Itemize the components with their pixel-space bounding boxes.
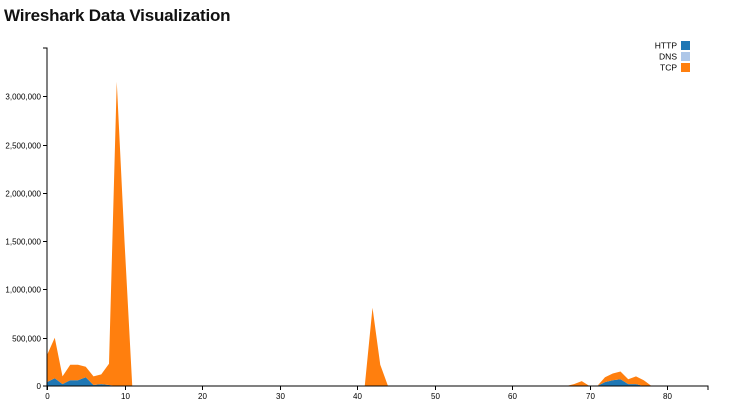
y-tick-label: 0 (37, 382, 42, 391)
legend-label-tcp: TCP (660, 63, 677, 73)
x-tick-label: 80 (663, 392, 672, 401)
y-tick-label: 500,000 (12, 335, 41, 344)
y-tick-label: 2,500,000 (5, 142, 41, 151)
area-http (47, 377, 660, 386)
x-tick-label: 70 (586, 392, 595, 401)
x-tick-label: 10 (121, 392, 130, 401)
y-tick-label: 1,500,000 (5, 238, 41, 247)
y-tick-label: 2,000,000 (5, 190, 41, 199)
y-axis-line (43, 47, 48, 387)
x-tick-label: 20 (198, 392, 207, 401)
x-tick-label: 0 (45, 392, 50, 401)
y-axis: 500,000 1,000,000 1,500,000 2,000,000 2,500,… (5, 47, 48, 391)
legend-label-dns: DNS (659, 52, 677, 62)
x-axis: 0 10 20 30 40 50 60 70 80 (45, 385, 709, 401)
legend-swatch-http (681, 41, 690, 50)
y-tick-label: 3,000,000 (5, 93, 41, 102)
legend-label-http: HTTP (655, 41, 678, 51)
area-tcp (47, 81, 660, 387)
legend-swatch-dns (681, 52, 690, 61)
legend-swatch-tcp (681, 63, 690, 72)
area-dns (47, 377, 660, 386)
y-tick-label: 1,000,000 (5, 286, 41, 295)
x-tick-label: 40 (353, 392, 362, 401)
page-title: Wireshark Data Visualization (4, 6, 231, 25)
x-tick-label: 60 (508, 392, 517, 401)
area-layers (47, 81, 660, 387)
x-tick-label: 30 (276, 392, 285, 401)
x-axis-line (46, 385, 709, 390)
x-tick-label: 50 (431, 392, 440, 401)
